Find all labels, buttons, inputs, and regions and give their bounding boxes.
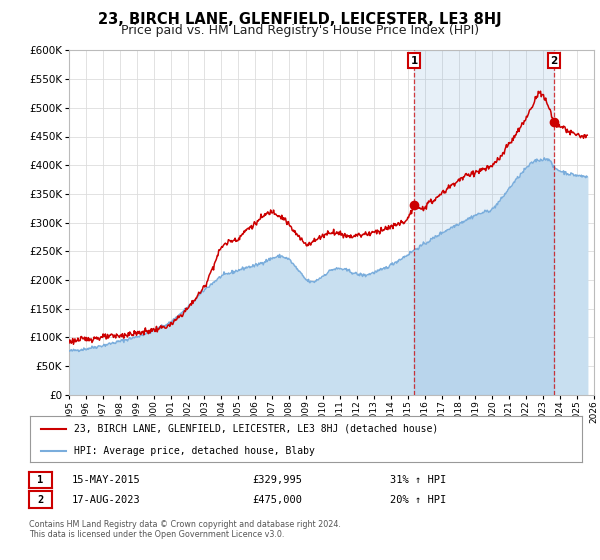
Text: 31% ↑ HPI: 31% ↑ HPI — [390, 475, 446, 485]
Text: 15-MAY-2015: 15-MAY-2015 — [72, 475, 141, 485]
Text: £329,995: £329,995 — [252, 475, 302, 485]
Text: HPI: Average price, detached house, Blaby: HPI: Average price, detached house, Blab… — [74, 446, 315, 455]
Text: 2: 2 — [550, 56, 557, 66]
Text: 1: 1 — [410, 56, 418, 66]
Bar — [414, 50, 554, 395]
Text: 23, BIRCH LANE, GLENFIELD, LEICESTER, LE3 8HJ (detached house): 23, BIRCH LANE, GLENFIELD, LEICESTER, LE… — [74, 424, 439, 434]
Text: 1: 1 — [37, 475, 43, 485]
Text: 23, BIRCH LANE, GLENFIELD, LEICESTER, LE3 8HJ: 23, BIRCH LANE, GLENFIELD, LEICESTER, LE… — [98, 12, 502, 27]
Text: £475,000: £475,000 — [252, 494, 302, 505]
Text: 2: 2 — [37, 494, 43, 505]
Text: Price paid vs. HM Land Registry's House Price Index (HPI): Price paid vs. HM Land Registry's House … — [121, 24, 479, 36]
Text: Contains HM Land Registry data © Crown copyright and database right 2024.
This d: Contains HM Land Registry data © Crown c… — [29, 520, 341, 539]
Text: 20% ↑ HPI: 20% ↑ HPI — [390, 494, 446, 505]
Text: 17-AUG-2023: 17-AUG-2023 — [72, 494, 141, 505]
